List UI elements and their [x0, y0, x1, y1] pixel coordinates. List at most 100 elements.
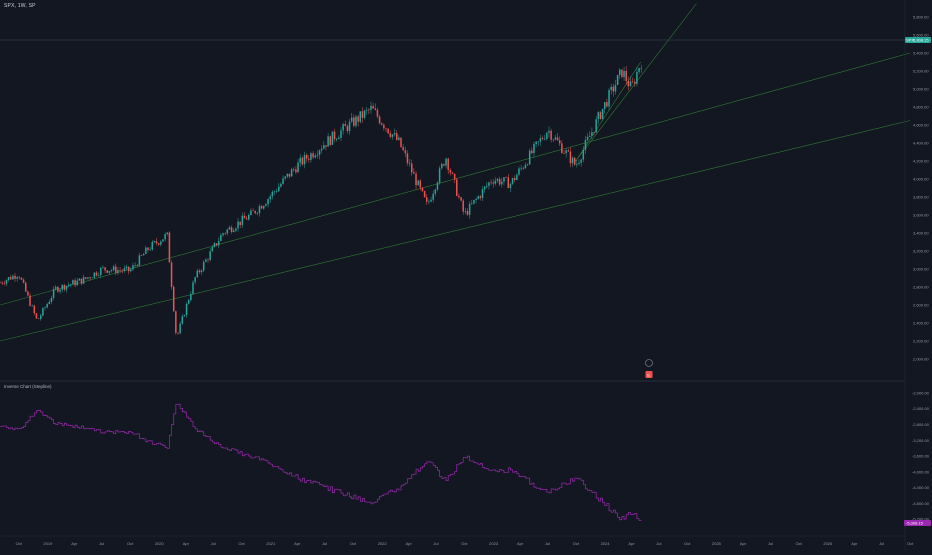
candle-body	[423, 191, 426, 198]
candle-body	[192, 282, 194, 294]
candle-body	[428, 201, 430, 203]
candle-body	[293, 169, 295, 170]
indicator-title[interactable]: Inverse Chart (Stepline)	[4, 384, 52, 389]
candle-body	[449, 169, 452, 173]
current-price-value: 5,308.15	[913, 38, 929, 43]
trendline[interactable]	[575, 61, 641, 162]
candle-body	[623, 70, 625, 78]
time-axis-label: 2022	[378, 541, 388, 546]
candle-body	[451, 172, 454, 174]
candle-body	[329, 136, 332, 145]
symbol-title[interactable]: SPX, 1W, SP	[4, 3, 36, 9]
candle-body	[269, 196, 271, 200]
candle-body	[16, 277, 18, 279]
candle-body	[355, 116, 357, 126]
candle-body	[213, 243, 216, 247]
candle-body	[550, 130, 552, 140]
candle-body	[522, 167, 525, 169]
candle-body	[67, 284, 70, 286]
candle-body	[335, 139, 338, 140]
price-axis-label: 4,400.00	[913, 141, 929, 146]
price-axis-label: 5,400.00	[913, 51, 929, 56]
candle-body	[168, 232, 171, 263]
candle-body	[198, 270, 201, 273]
candle-body	[490, 182, 492, 184]
candle-body	[93, 272, 96, 278]
candle-body	[153, 241, 156, 243]
candle-body	[63, 284, 66, 290]
candle-body	[250, 210, 252, 215]
candle-body	[179, 323, 181, 334]
candle-body	[61, 284, 63, 290]
candle-body	[138, 255, 141, 266]
trendline[interactable]	[575, 3, 697, 162]
candle-body	[97, 274, 100, 276]
candle-body	[318, 150, 321, 155]
time-axis-label: Jul	[99, 541, 104, 546]
candle-body	[509, 183, 512, 189]
indicator-axis[interactable]: -2,000.00 -2,400.00 -2,800.00 -3,200.00 -3,6…	[912, 390, 930, 521]
candle-body	[511, 178, 514, 184]
candle-body	[539, 138, 542, 142]
time-axis[interactable]: Oct 2019 Apr Jul Oct 2020 Apr Jul Oct 2021 Apr Jul O…	[16, 541, 915, 546]
candle-body	[503, 177, 505, 182]
candle-body	[426, 197, 428, 202]
candle-body	[537, 141, 540, 142]
candle-body	[415, 173, 417, 186]
inverse-stepline-series	[0, 403, 642, 521]
price-axis-label: 4,000.00	[913, 177, 929, 182]
candle-body	[604, 102, 606, 109]
candle-body	[556, 137, 559, 141]
candle-body	[299, 157, 301, 163]
candle-body	[190, 293, 192, 301]
candlestick-series	[0, 64, 642, 335]
candle-body	[378, 116, 381, 124]
candle-body	[464, 211, 467, 212]
candle-body	[123, 268, 126, 271]
candle-body	[323, 145, 325, 149]
candle-body	[543, 138, 546, 140]
candle-body	[408, 163, 411, 164]
candle-body	[370, 105, 372, 110]
event-marker-icon[interactable]	[645, 359, 653, 367]
candle-body	[516, 174, 518, 181]
candle-body	[402, 147, 404, 151]
trendline[interactable]	[0, 120, 911, 342]
candle-body	[175, 311, 177, 333]
candle-body	[571, 157, 574, 164]
candle-body	[481, 189, 484, 198]
candle-body	[380, 123, 383, 125]
earnings-icon[interactable]	[645, 371, 653, 378]
candle-body	[52, 289, 55, 298]
candle-body	[102, 267, 104, 268]
candle-body	[87, 277, 89, 279]
candle-body	[631, 81, 634, 83]
price-axis[interactable]: 5,800.00 5,600.00 5,400.00 5,200.00 5,000.00…	[913, 15, 929, 362]
candle-body	[417, 180, 419, 186]
indicator-axis-label: -4,800.00	[912, 501, 930, 506]
time-axis-label: 2024	[601, 541, 611, 546]
candle-body	[55, 286, 57, 290]
candle-body	[230, 227, 233, 233]
candle-body	[301, 157, 304, 165]
candle-body	[498, 178, 501, 185]
candle-body	[57, 286, 59, 292]
price-axis-label: 2,600.00	[913, 303, 929, 308]
candle-body	[621, 69, 623, 78]
candle-body	[194, 277, 196, 283]
candle-body	[132, 265, 134, 270]
candle-body	[314, 155, 316, 158]
candle-body	[108, 271, 111, 273]
candle-body	[561, 143, 563, 154]
candle-body	[1, 282, 3, 284]
price-axis-label: 2,800.00	[913, 285, 929, 290]
candle-body	[483, 186, 486, 190]
candle-body	[586, 136, 589, 140]
candle-body	[226, 229, 229, 234]
candle-body	[12, 275, 14, 280]
candle-body	[20, 277, 23, 280]
candle-body	[496, 178, 499, 181]
candle-body	[142, 253, 145, 256]
